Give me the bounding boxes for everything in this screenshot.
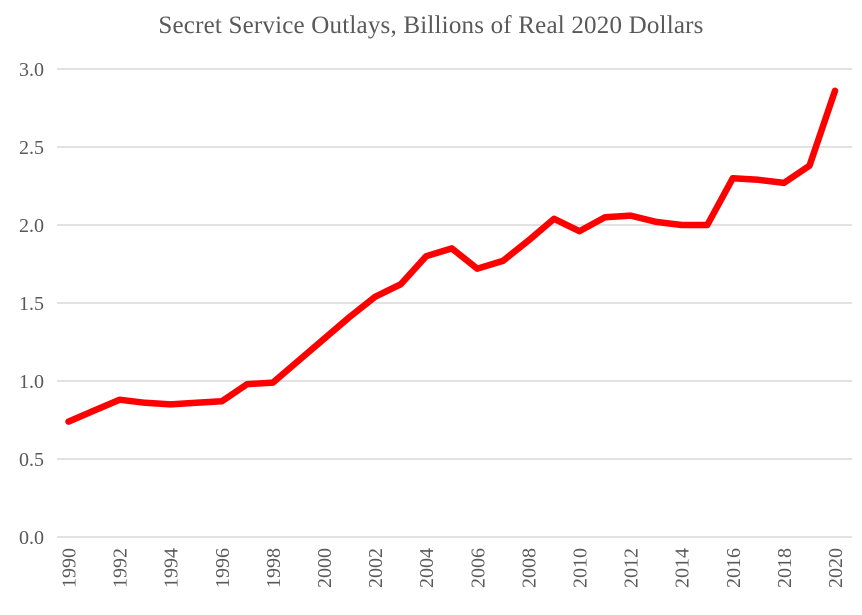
y-tick-label: 3.0	[19, 59, 44, 81]
x-tick-label: 1994	[161, 548, 183, 588]
x-tick-label: 1990	[59, 548, 81, 588]
y-tick-label: 1.0	[19, 371, 44, 393]
x-tick-label: 2020	[825, 548, 847, 588]
x-tick-label: 2014	[672, 548, 694, 588]
y-tick-label: 2.0	[19, 215, 44, 237]
x-tick-label: 2016	[723, 548, 745, 588]
x-tick-label: 2010	[570, 548, 592, 588]
x-tick-label: 2012	[621, 548, 643, 588]
x-tick-label: 2004	[416, 548, 438, 588]
y-tick-label: 0.5	[19, 449, 44, 471]
y-tick-label: 0.0	[19, 527, 44, 549]
x-tick-label: 2002	[365, 548, 387, 588]
y-axis-labels: 0.0 0.5 1.0 1.5 2.0 2.5 3.0	[19, 59, 44, 549]
gridlines	[57, 68, 852, 538]
x-tick-label: 2006	[467, 548, 489, 588]
y-tick-label: 2.5	[19, 137, 44, 159]
x-tick-label: 2000	[314, 548, 336, 588]
series-group	[65, 87, 839, 425]
y-tick-label: 1.5	[19, 293, 44, 315]
x-tick-label: 1998	[263, 548, 285, 588]
outlays-line-series	[65, 87, 839, 425]
chart-title: Secret Service Outlays, Billions of Real…	[158, 12, 704, 39]
x-tick-label: 2008	[518, 548, 540, 588]
x-tick-label: 1996	[212, 548, 234, 588]
x-tick-label: 2018	[774, 548, 796, 588]
x-tick-label: 1992	[110, 548, 132, 588]
x-axis-labels: 1990 1992 1994 1996 1998 2000 2002 2004 2006 2008…	[59, 548, 848, 588]
